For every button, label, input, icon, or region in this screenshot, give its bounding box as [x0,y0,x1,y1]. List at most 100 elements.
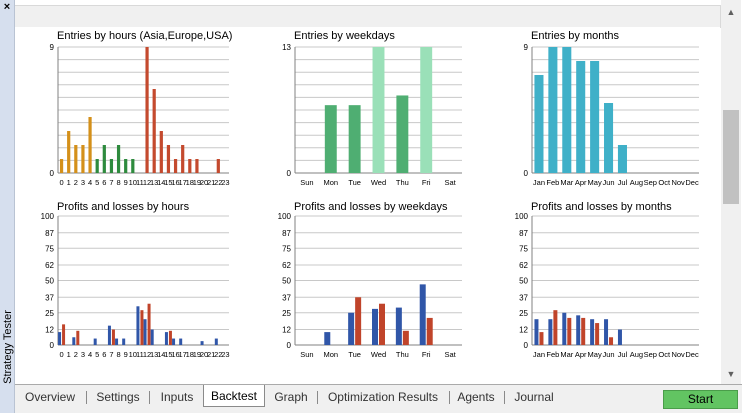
vertical-scrollbar[interactable]: ▲ ▼ [721,0,741,384]
entries-months-bar [562,47,572,173]
entries-months-xtick: Jun [602,178,614,187]
entries-hours-bar [131,159,135,173]
pl-months-ytick: 25 [519,309,528,318]
entries-months-xtick: Oct [658,178,671,187]
entries-weekdays-ytick: 13 [282,43,291,52]
pl-weekdays-title: Profits and losses by weekdays [294,201,448,213]
tab-overview[interactable]: Overview [24,390,75,404]
entries-hours-bar [152,89,156,173]
pl-weekdays-loss-bar [355,297,362,345]
entries-hours-xtick: 14 [157,178,165,187]
pl-weekdays-ytick: 12 [282,326,291,335]
pl-hours-xtick: 4 [88,350,92,359]
pl-weekdays-xtick: Thu [396,350,409,359]
pl-months-xtick: Dec [685,350,699,359]
entries-hours-bar [145,47,149,173]
entries-hours-bar [74,145,78,173]
pl-hours-ytick: 12 [45,326,54,335]
pl-hours-profit-bar [122,338,126,345]
tab-bar: Overview Settings Inputs Backtest Graph … [15,385,742,413]
entries-weekdays-bar [324,105,337,173]
entries-hours-xtick: 3 [81,178,85,187]
entries-months-xtick: Dec [685,178,699,187]
pl-months-loss-bar [595,323,600,345]
pl-hours-xtick: 13 [150,350,158,359]
pl-months-ytick: 75 [519,244,528,253]
pl-hours-xtick: 14 [157,350,165,359]
pl-hours-ytick: 100 [41,212,55,221]
pl-hours-xtick: 3 [81,350,85,359]
scroll-up-icon[interactable]: ▲ [726,7,736,17]
pl-months-ytick: 87 [519,229,528,238]
pl-hours-ytick: 75 [45,244,54,253]
entries-weekdays-bar [420,47,433,173]
pl-hours-loss-bar [140,310,144,345]
pl-months-ytick: 50 [519,277,528,286]
entries-hours-xtick: 11 [136,178,144,187]
pl-months-xtick: Jun [602,350,614,359]
pl-hours-xtick: 9 [124,350,128,359]
start-button[interactable]: Start [663,390,738,409]
pl-hours-xtick: 15 [164,350,172,359]
pl-months-xtick: May [588,350,602,359]
pl-hours-loss-bar [76,330,80,345]
pl-months-profit-bar [576,315,581,345]
entries-weekdays-xtick: Tue [348,178,361,187]
tab-inputs[interactable]: Inputs [160,390,194,404]
pl-weekdays-ytick: 50 [282,277,291,286]
pl-months-loss-bar [567,317,572,345]
tab-separator [86,391,87,404]
entries-hours-bar [102,145,106,173]
pl-hours-xtick: 11 [136,350,144,359]
entries-hours-bar [95,159,99,173]
tab-optimization-results[interactable]: Optimization Results [327,390,439,404]
entries-weekdays-bar [372,47,385,173]
entries-months-bar [617,145,627,173]
entries-weekdays-xtick: Fri [422,178,431,187]
entries-hours-xtick: 8 [116,178,120,187]
pl-weekdays-ytick: 100 [278,212,292,221]
entries-months-xtick: Mar [560,178,573,187]
chart-area: Entries by hours (Asia,Europe,USA) 9 0 0 1 2 3… [15,27,720,384]
pl-months-xtick: Jan [533,350,545,359]
pl-weekdays-xtick: Mon [323,350,338,359]
tab-settings[interactable]: Settings [96,390,140,404]
pl-months-ytick: 100 [515,212,529,221]
scroll-down-icon[interactable]: ▼ [726,369,736,379]
tab-agents[interactable]: Agents [457,390,495,404]
pl-hours-profit-bar [136,306,140,345]
tab-separator [149,391,150,404]
pl-months-xtick: Oct [658,350,671,359]
pl-hours-profit-bar [172,338,176,345]
pl-weekdays-profit-bar [348,312,355,345]
entries-hours-bar [216,159,220,173]
pl-hours-xtick: 19 [193,350,201,359]
tab-separator [504,391,505,404]
tab-graph[interactable]: Graph [274,390,308,404]
pl-weekdays-xtick: Wed [371,350,386,359]
tab-backtest[interactable]: Backtest [203,385,265,407]
pl-months-loss-bar [553,310,558,345]
entries-months-xtick: Feb [546,178,559,187]
pl-hours-xtick: 5 [95,350,99,359]
entries-hours-bar [116,145,121,173]
pl-hours-xtick: 21 [207,350,215,359]
pl-hours-profit-bar [200,341,204,345]
pl-months-xtick: Jul [618,350,628,359]
pl-hours-title: Profits and losses by hours [57,201,190,213]
close-icon[interactable]: × [3,1,11,13]
tab-journal[interactable]: Journal [514,390,554,404]
pl-hours-ytick: 62 [45,261,54,270]
entries-hours-ytick: 0 [50,169,55,178]
entries-weekdays-bar [396,95,409,173]
pl-hours-ytick: 0 [50,341,55,350]
pl-hours-xtick: 2 [74,350,78,359]
pl-hours-ytick: 50 [45,277,54,286]
scrollbar-thumb[interactable] [723,110,739,204]
entries-hours-ytick: 9 [50,43,55,52]
pl-months-loss-bar [581,317,586,345]
entries-weekdays-xtick: Thu [396,178,409,187]
pl-hours-xtick: 16 [171,350,179,359]
pl-months-loss-bar [539,332,544,345]
pl-hours-profit-bar [58,332,62,345]
